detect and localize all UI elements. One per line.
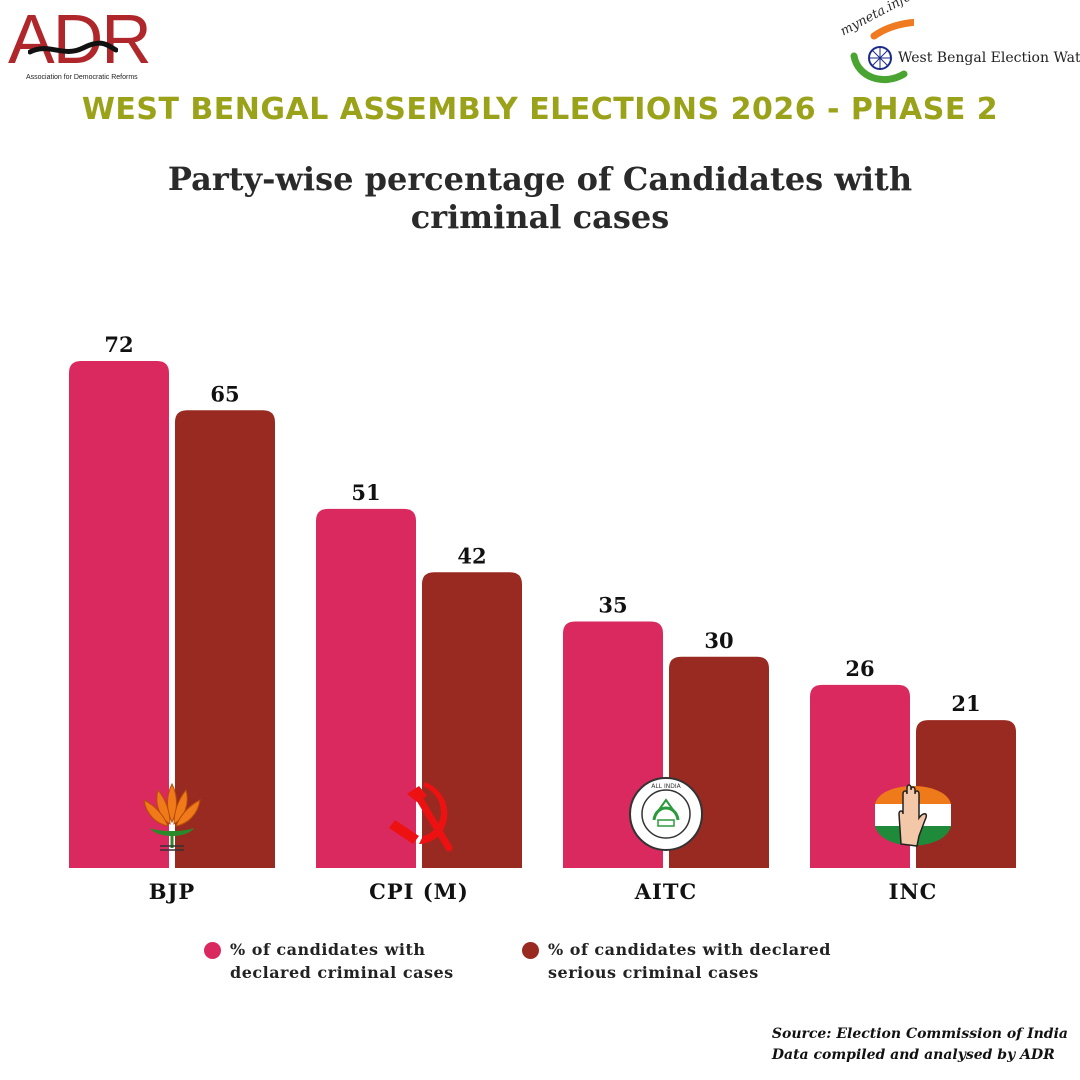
legend-swatch-series2 — [522, 942, 539, 959]
chart-title-line1: Party-wise percentage of Candidates with — [167, 160, 913, 198]
myneta-caption: West Bengal Election Watch — [898, 50, 1080, 66]
category-label-inc: INC — [889, 879, 938, 904]
chart-title: Party-wise percentage of Candidates with… — [0, 160, 1080, 236]
adr-logo: ADR Association for Democratic Reforms — [8, 4, 170, 81]
aitc-emblem-icon — [628, 776, 704, 852]
bar-bjp-series1 — [69, 361, 169, 868]
value-label-aitc-series1: 35 — [598, 593, 627, 618]
value-label-inc-series2: 21 — [951, 691, 980, 716]
bar-cpim-series1 — [316, 508, 416, 868]
bar-chart: 72 65 BJP 51 42 CPI (M) 35 30 AITC 26 21 INC — [69, 332, 1016, 904]
myneta-logo: myneta.info West Bengal Election Watch — [836, 0, 1080, 84]
value-label-inc-series1: 26 — [845, 656, 874, 681]
legend-swatch-series1 — [204, 942, 221, 959]
headline: WEST BENGAL ASSEMBLY ELECTIONS 2026 - PH… — [81, 92, 999, 127]
source-note: Source: Election Commission of India Dat… — [772, 1024, 1068, 1066]
source-line2: Data compiled and analysed by ADR — [771, 1047, 1055, 1063]
legend-label-series1-line1: % of candidates with — [230, 940, 426, 959]
adr-logo-subtitle: Association for Democratic Reforms — [26, 74, 138, 81]
legend-label-series2-line2: serious criminal cases — [548, 963, 759, 982]
value-label-cpim-series1: 51 — [351, 480, 380, 505]
chart-title-line2: criminal cases — [410, 198, 670, 236]
legend-label-series2: % of candidates with declared serious cr… — [548, 938, 831, 984]
legend-label-series1: % of candidates with declared criminal c… — [230, 938, 454, 984]
value-label-bjp-series2: 65 — [210, 381, 239, 406]
category-label-aitc: AITC — [634, 879, 697, 904]
legend-label-series2-line1: % of candidates with declared — [548, 940, 831, 959]
ashoka-wheel-icon — [850, 18, 914, 84]
bar-cpim-series2 — [422, 572, 522, 868]
category-label-cpim: CPI (M) — [369, 879, 469, 904]
value-label-aitc-series2: 30 — [704, 628, 733, 653]
value-label-cpim-series2: 42 — [457, 543, 486, 568]
hand-icon — [874, 784, 952, 847]
adr-logo-text: ADR — [8, 0, 152, 78]
legend-label-series1-line2: declared criminal cases — [230, 963, 454, 982]
bar-bjp-series2 — [175, 410, 275, 868]
adr-swoosh-icon — [28, 40, 118, 55]
value-label-bjp-series1: 72 — [104, 332, 133, 357]
category-label-bjp: BJP — [149, 879, 195, 904]
source-line1: Source: Election Commission of India — [771, 1026, 1068, 1042]
